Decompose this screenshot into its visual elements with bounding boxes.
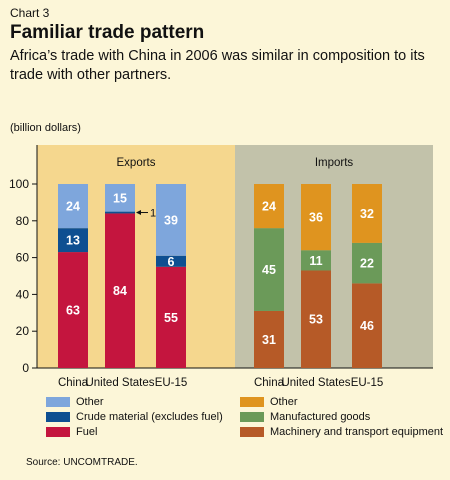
data-label: 22 <box>360 257 374 271</box>
data-label: 13 <box>66 234 80 248</box>
legend-swatch <box>240 412 264 422</box>
legend-label: Manufactured goods <box>270 411 371 423</box>
chart-title: Familiar trade pattern <box>10 22 205 43</box>
bar-segment-imports-2-0 <box>352 283 382 368</box>
data-label: 32 <box>360 207 374 221</box>
y-tick-label: 0 <box>22 361 29 375</box>
panel-title-exports: Exports <box>117 157 156 169</box>
data-label: 39 <box>164 213 178 227</box>
bar-segment-imports-2-1 <box>352 242 382 284</box>
bar-segment-exports-2-1 <box>156 255 186 267</box>
data-label: 63 <box>66 304 80 318</box>
bar-segment-imports-0-2 <box>254 184 284 229</box>
legend-swatch <box>240 427 264 437</box>
chart-label: Chart 3 <box>10 6 50 20</box>
legend-swatch <box>240 397 264 407</box>
bar-segment-imports-1-1 <box>301 250 331 271</box>
bar-segment-exports-2-0 <box>156 266 186 368</box>
legend-item-imports-machinery: Machinery and transport equipment <box>240 426 443 438</box>
legend-item-exports-fuel: Fuel <box>46 426 97 438</box>
data-label: 46 <box>360 319 374 333</box>
x-tick-label: EU-15 <box>155 377 188 389</box>
data-label: 53 <box>309 313 323 327</box>
bar-segment-imports-1-2 <box>301 184 331 251</box>
bar-segment-exports-0-2 <box>58 184 88 229</box>
data-label: 31 <box>262 333 276 347</box>
data-label: 11 <box>309 254 322 268</box>
y-tick-label: 40 <box>16 287 30 301</box>
bar-segment-exports-1-1 <box>105 211 135 214</box>
bar-segment-imports-0-0 <box>254 310 284 368</box>
x-tick-label: China <box>254 377 285 389</box>
data-label: 15 <box>113 191 127 205</box>
bar-segment-exports-1-2 <box>105 184 135 212</box>
legend-label: Other <box>270 396 298 408</box>
legend-item-exports-other: Other <box>46 396 104 408</box>
legend-swatch <box>46 412 70 422</box>
bar-segment-exports-1-0 <box>105 213 135 368</box>
units-label: (billion dollars) <box>10 122 81 134</box>
legend-item-imports-manufactured: Manufactured goods <box>240 411 370 423</box>
annotation-arrowhead <box>136 210 141 216</box>
legend-label: Fuel <box>76 426 98 438</box>
y-tick-label: 20 <box>16 324 30 338</box>
legend-label: Other <box>76 396 104 408</box>
legend-item-imports-other: Other <box>240 396 298 408</box>
bar-segment-imports-0-1 <box>254 228 284 311</box>
bar-segment-imports-1-0 <box>301 270 331 368</box>
data-label: 55 <box>164 311 178 325</box>
x-tick-label: United States <box>85 377 154 389</box>
legend-label: Machinery and transport equipment <box>270 426 444 438</box>
data-label: 84 <box>113 284 127 298</box>
bar-segment-imports-2-2 <box>352 184 382 243</box>
x-tick-label: EU-15 <box>351 377 384 389</box>
bar-segment-exports-2-2 <box>156 184 186 256</box>
data-label: 24 <box>66 200 80 214</box>
bar-segment-exports-0-1 <box>58 228 88 253</box>
panel-title-imports: Imports <box>315 157 354 169</box>
x-tick-label: China <box>58 377 89 389</box>
legend-label: Crude material (excludes fuel) <box>76 411 223 423</box>
legend-item-exports-crude: Crude material (excludes fuel) <box>46 411 223 423</box>
y-tick-label: 100 <box>9 177 29 191</box>
data-label: 45 <box>262 263 276 277</box>
data-label: 6 <box>168 255 175 269</box>
legend-swatch <box>46 427 70 437</box>
chart-subtitle: Africa’s trade with China in 2006 was si… <box>10 48 425 83</box>
data-label: 24 <box>262 200 276 214</box>
x-tick-label: United States <box>281 377 350 389</box>
bar-segment-exports-0-0 <box>58 252 88 368</box>
y-tick-label: 80 <box>16 214 30 228</box>
legend-swatch <box>46 397 70 407</box>
y-tick-label: 60 <box>16 251 30 265</box>
annotation-label: 1 <box>150 208 156 220</box>
data-label: 36 <box>309 211 323 225</box>
source-note: Source: UNCOMTRADE. <box>26 457 138 468</box>
